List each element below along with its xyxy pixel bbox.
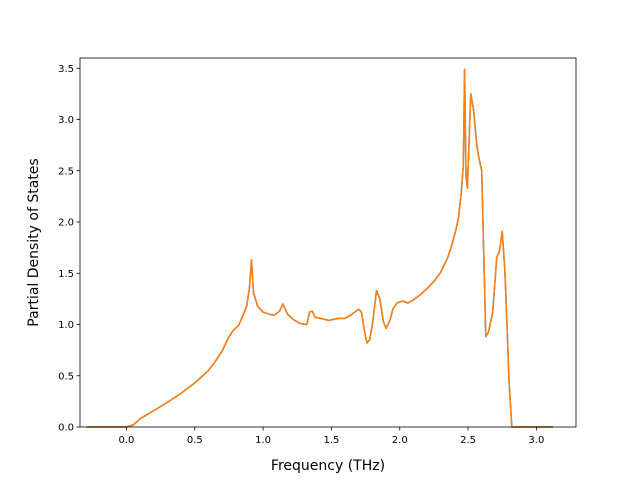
y-tick-label: 1.5 [58,269,74,280]
y-axis: 0.0 0.5 1.0 1.5 2.0 2.5 3.0 3.5 [58,64,80,434]
y-tick-label: 3.5 [58,64,74,75]
y-tick-label: 0.5 [58,371,74,382]
y-tick-label: 2.5 [58,166,74,177]
series-line-2 [86,68,553,428]
y-tick-label: 0.0 [58,423,74,434]
x-axis: 0.0 0.5 1.0 1.5 2.0 2.5 3.0 [119,427,544,446]
y-tick-label: 2.0 [58,218,74,229]
y-tick-label: 1.0 [58,320,74,331]
y-axis-title: Partial Density of States [26,158,42,326]
x-tick-label: 3.0 [528,435,544,446]
series-layer [86,68,553,428]
x-tick-label: 2.5 [460,435,476,446]
x-tick-label: 0.0 [119,435,135,446]
x-tick-label: 0.5 [187,435,203,446]
y-tick-label: 3.0 [58,115,74,126]
x-tick-label: 2.0 [392,435,408,446]
x-tick-label: 1.0 [255,435,271,446]
x-axis-title: Frequency (THz) [271,458,385,474]
plot-frame [79,57,577,428]
x-tick-label: 1.5 [323,435,339,446]
